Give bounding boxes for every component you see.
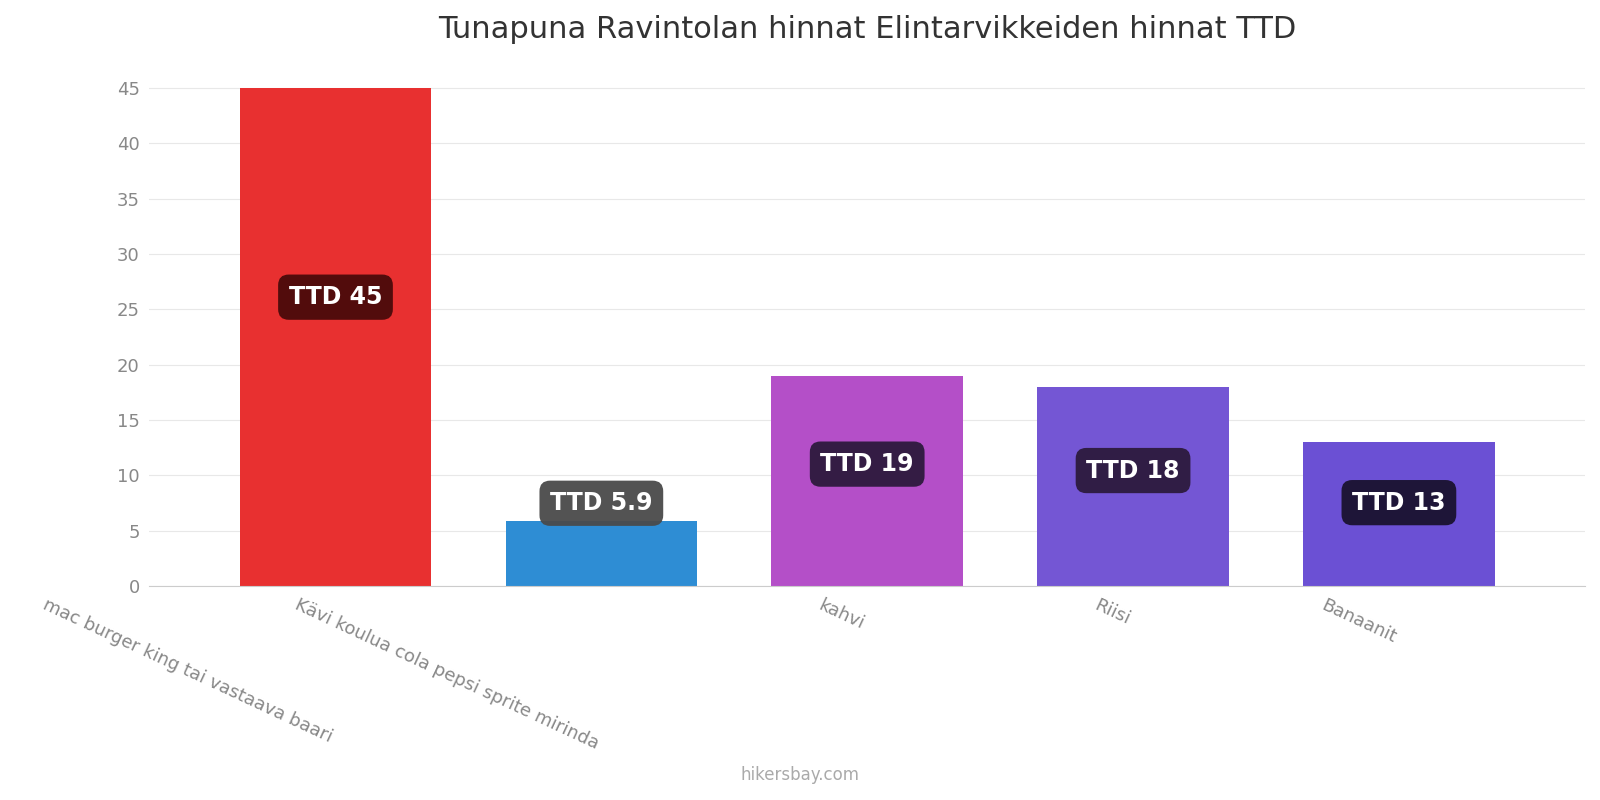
- Text: TTD 5.9: TTD 5.9: [550, 491, 653, 515]
- Text: TTD 19: TTD 19: [821, 452, 914, 476]
- Text: TTD 13: TTD 13: [1352, 490, 1446, 514]
- Text: TTD 45: TTD 45: [288, 285, 382, 309]
- Bar: [506, 521, 698, 586]
- Bar: [1037, 387, 1229, 586]
- Text: hikersbay.com: hikersbay.com: [741, 766, 859, 784]
- Bar: [1302, 442, 1494, 586]
- Bar: [240, 88, 430, 586]
- Title: Tunapuna Ravintolan hinnat Elintarvikkeiden hinnat TTD: Tunapuna Ravintolan hinnat Elintarvikkei…: [438, 15, 1296, 44]
- Text: TTD 18: TTD 18: [1086, 458, 1179, 482]
- Bar: [771, 376, 963, 586]
